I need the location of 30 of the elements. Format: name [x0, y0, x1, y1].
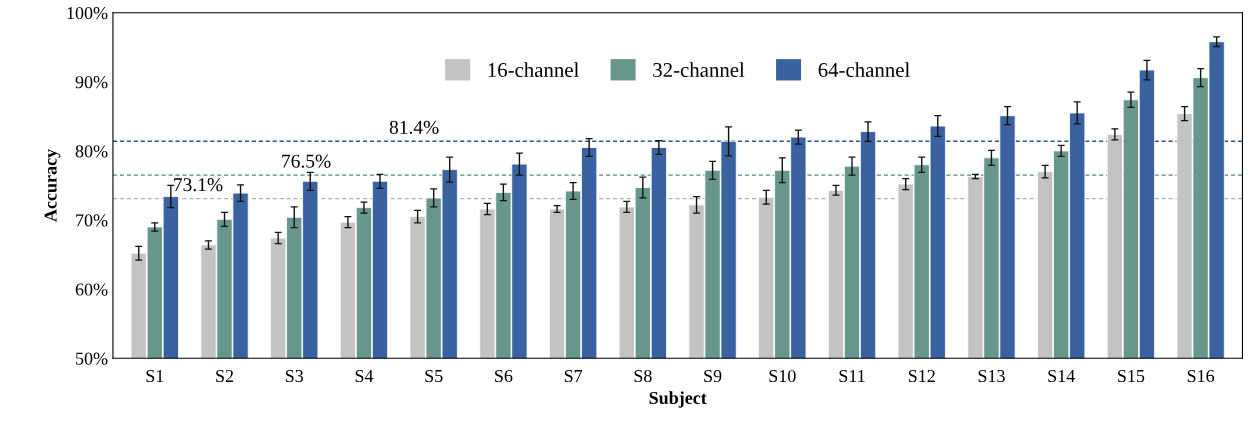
x-tick-label: S1 [146, 369, 164, 383]
x-tick-label: S9 [704, 369, 722, 383]
x-tick-label: S4 [355, 369, 374, 383]
y-tick-label: 50% [76, 352, 108, 365]
x-tick-label: S12 [908, 369, 935, 383]
ref-line-label: 76.5% [282, 154, 331, 168]
x-tick-label: S6 [495, 369, 513, 383]
y-tick-label: 60% [75, 283, 108, 296]
ref-line-label: 81.4% [389, 120, 439, 134]
y-tick-label: 80% [75, 145, 108, 158]
x-axis-title: Subject [649, 391, 707, 408]
x-tick-label: S11 [839, 369, 865, 383]
y-tick-label: 100% [67, 6, 108, 20]
legend-label: 32-channel [653, 62, 745, 78]
y-axis-title: Accuracy [44, 149, 61, 222]
x-tick-label: S16 [1187, 369, 1215, 383]
legend-label: 64-channel [818, 62, 910, 78]
ref-line-label: 73.1% [174, 178, 223, 192]
x-tick-label: S3 [285, 369, 304, 383]
x-tick-label: S8 [634, 369, 652, 383]
y-tick-label: 90% [75, 76, 108, 89]
x-tick-label: S2 [216, 369, 234, 383]
legend-label: 16-channel [488, 62, 579, 78]
x-tick-label: S13 [978, 369, 1005, 383]
x-tick-label: S5 [425, 369, 443, 383]
x-tick-label: S10 [769, 369, 796, 383]
x-tick-label: S7 [564, 369, 583, 383]
y-tick-label: 70% [76, 214, 108, 227]
x-tick-label: S14 [1048, 369, 1075, 383]
x-tick-label: S15 [1118, 369, 1145, 383]
